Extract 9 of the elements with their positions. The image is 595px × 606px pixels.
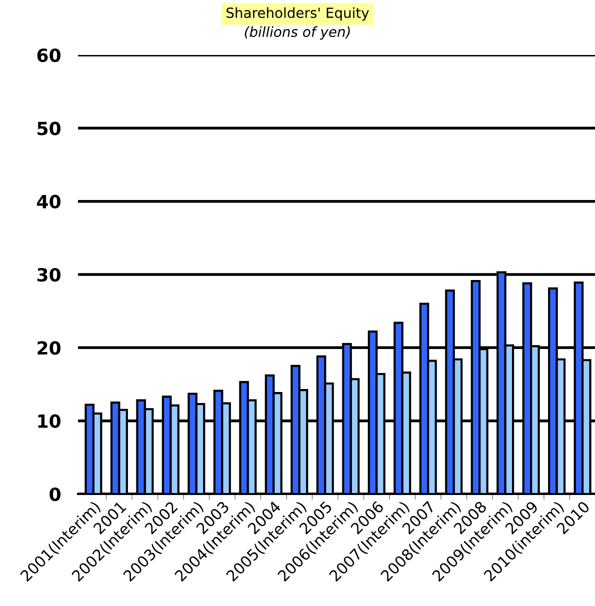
y-tick-label: 10 <box>38 414 60 428</box>
y-tick-label: 50 <box>38 122 60 136</box>
y-tick-label: 30 <box>37 268 60 282</box>
y-tick-label: 60 <box>37 48 60 62</box>
chart-title: Shareholders' Equity <box>226 7 369 21</box>
y-tick-label: 20 <box>38 341 60 355</box>
chart-subtitle: (billions of yen) <box>244 26 350 40</box>
y-tick-label: 0 <box>50 487 60 502</box>
y-tick-label: 40 <box>37 194 60 208</box>
